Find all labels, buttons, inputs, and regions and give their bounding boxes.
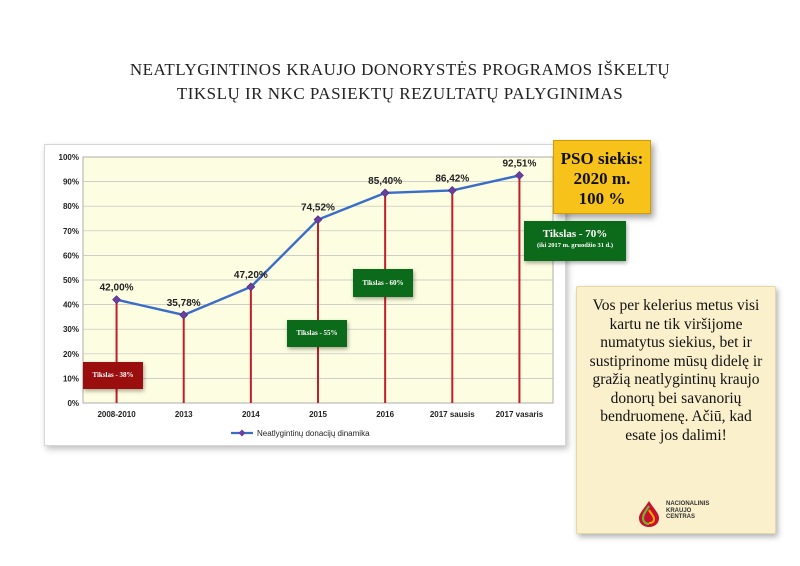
logo-line-2: KRAUJO: [666, 507, 692, 514]
y-tick-label: 70%: [63, 227, 79, 236]
legend-marker: [238, 429, 246, 437]
target-label-38: Tikslas - 38%: [92, 371, 134, 379]
data-point: [380, 188, 390, 198]
target-box-55: Tikslas - 55%: [287, 320, 347, 347]
x-tick-label: 2014: [242, 410, 260, 419]
y-tick-label: 10%: [63, 374, 79, 383]
data-point: [515, 171, 524, 180]
data-label: 86,42%: [435, 173, 469, 184]
thank-you-text: Vos per kelerius metus visi kartu ne tik…: [589, 297, 763, 444]
legend-label: Neatlygintinų donacijų dinamika: [257, 429, 370, 438]
y-tick-label: 80%: [63, 202, 79, 211]
logo: NACIONALINIS KRAUJO CENTRAS: [636, 500, 766, 530]
y-tick-label: 0%: [67, 399, 79, 408]
target-sublabel-70: (iki 2017 m. gruodžio 31 d.): [536, 242, 614, 249]
logo-text: NACIONALINIS KRAUJO CENTRAS: [666, 501, 709, 521]
data-label: 42,00%: [100, 283, 134, 294]
who-goal-line-2: 2020 m.: [573, 169, 631, 188]
x-tick-label: 2013: [175, 410, 193, 419]
data-label: 85,40%: [368, 176, 402, 187]
blood-drop-logo-icon: [639, 501, 659, 527]
target-box-38: Tikslas - 38%: [83, 362, 143, 389]
y-tick-label: 50%: [63, 276, 79, 285]
data-point: [112, 295, 121, 305]
y-tick-label: 100%: [59, 153, 79, 162]
logo-line-3: CENTRAS: [666, 514, 696, 520]
logo-line-1: NACIONALINIS: [666, 501, 710, 507]
thank-you-note: Vos per kelerius metus visi kartu ne tik…: [576, 286, 776, 534]
who-goal-line-1: PSO siekis:: [560, 149, 644, 168]
data-point: [447, 185, 457, 195]
target-box-70: Tikslas - 70% (iki 2017 m. gruodžio 31 d…: [524, 221, 626, 261]
target-label-55: Tikslas - 55%: [296, 329, 338, 337]
x-tick-label: 2017 sausis: [430, 410, 475, 419]
y-tick-label: 30%: [63, 325, 79, 334]
data-point: [246, 282, 256, 292]
data-label: 35,78%: [167, 298, 201, 309]
target-box-60: Tikslas - 60%: [353, 269, 413, 297]
chart-title-line-2: TIKSLŲ IR NKC PASIEKTŲ REZULTATŲ PALYGIN…: [176, 84, 624, 103]
x-tick-label: 2016: [376, 410, 394, 419]
chart-area: 0% 10% 20% 30% 40% 50% 60% 70% 80% 90% 100% 2008-20…: [44, 144, 566, 446]
chart-title-line-1: NEATLYGINTINOS KRAUJO DONORYSTĖS PROGRAM…: [129, 60, 671, 79]
x-tick-label: 2008-2010: [97, 410, 136, 419]
y-tick-label: 90%: [63, 178, 79, 187]
y-tick-label: 40%: [63, 301, 79, 310]
who-goal-line-3: 100 %: [578, 189, 626, 208]
data-point: [179, 310, 189, 320]
target-label-70: Tikslas - 70%: [542, 228, 608, 240]
x-tick-label: 2015: [309, 410, 327, 419]
data-label: 47,20%: [234, 270, 268, 281]
data-point: [313, 215, 323, 225]
x-tick-label: 2017 vasaris: [496, 410, 544, 419]
data-label: 74,52%: [301, 203, 335, 214]
target-label-60: Tikslas - 60%: [362, 279, 404, 287]
y-tick-label: 60%: [63, 251, 79, 260]
y-tick-label: 20%: [63, 350, 79, 359]
line-chart: 0% 10% 20% 30% 40% 50% 60% 70% 80% 90% 100% 2008-20…: [59, 153, 554, 438]
who-goal-box: PSO siekis: 2020 m. 100 %: [553, 140, 651, 214]
data-label: 92,51%: [502, 158, 536, 169]
